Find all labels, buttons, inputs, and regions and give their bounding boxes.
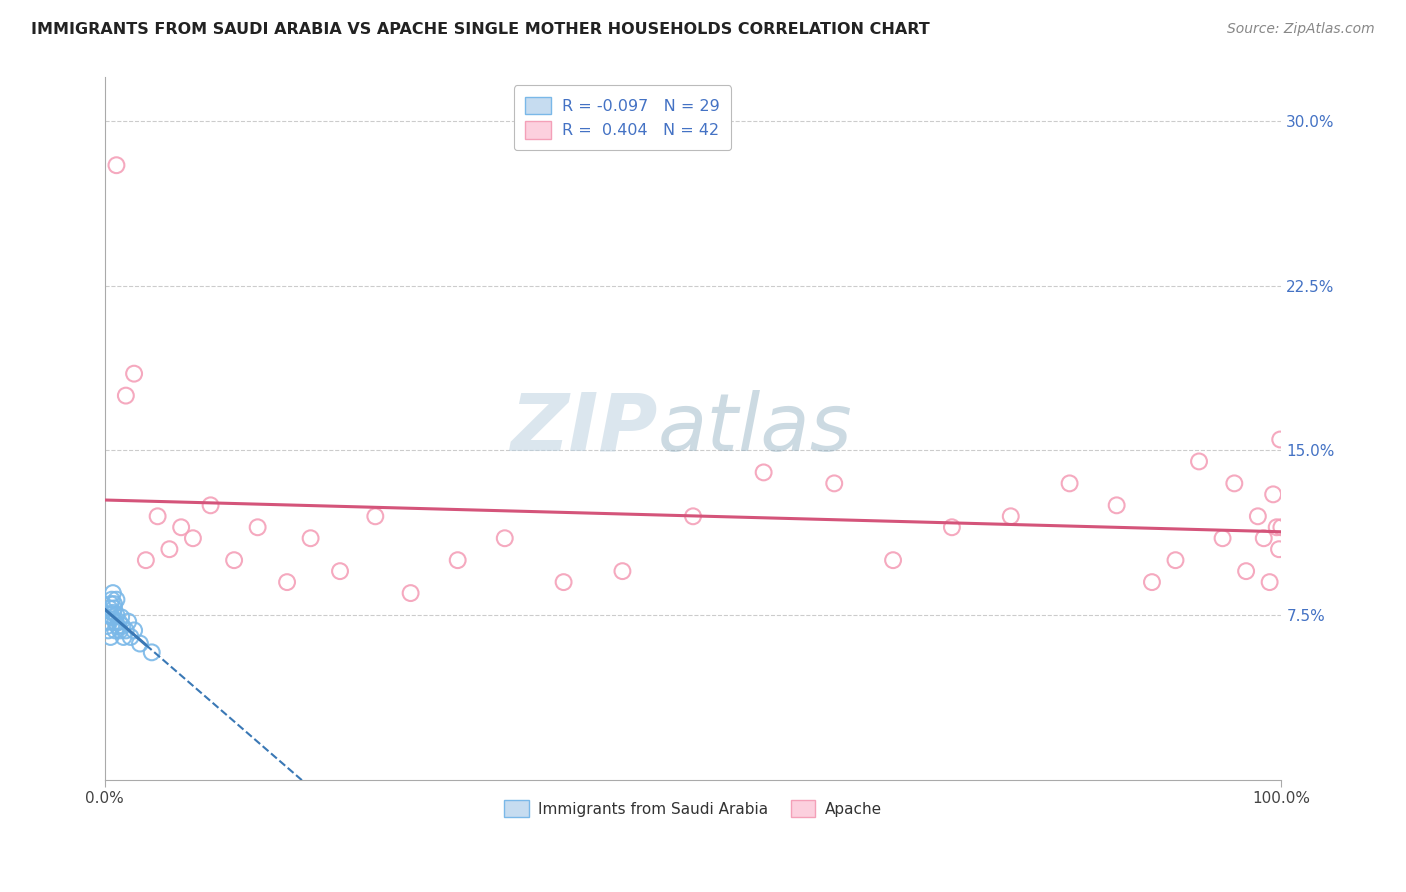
- Point: [553, 575, 575, 590]
- Point: [1188, 454, 1211, 468]
- Point: [107, 619, 129, 633]
- Point: [170, 520, 193, 534]
- Point: [1140, 575, 1163, 590]
- Text: Source: ZipAtlas.com: Source: ZipAtlas.com: [1227, 22, 1375, 37]
- Point: [100, 592, 122, 607]
- Point: [100, 610, 122, 624]
- Point: [494, 531, 516, 545]
- Point: [447, 553, 470, 567]
- Point: [104, 624, 127, 638]
- Point: [107, 615, 129, 629]
- Point: [100, 630, 122, 644]
- Text: IMMIGRANTS FROM SAUDI ARABIA VS APACHE SINGLE MOTHER HOUSEHOLDS CORRELATION CHAR: IMMIGRANTS FROM SAUDI ARABIA VS APACHE S…: [31, 22, 929, 37]
- Point: [329, 564, 352, 578]
- Point: [105, 158, 128, 172]
- Point: [112, 630, 135, 644]
- Point: [1000, 509, 1022, 524]
- Point: [101, 606, 124, 620]
- Point: [96, 619, 118, 633]
- Text: ZIP: ZIP: [510, 390, 658, 467]
- Point: [1265, 520, 1288, 534]
- Point: [122, 624, 145, 638]
- Point: [1105, 499, 1128, 513]
- Point: [120, 630, 142, 644]
- Point: [105, 608, 128, 623]
- Point: [399, 586, 422, 600]
- Text: atlas: atlas: [658, 390, 852, 467]
- Point: [98, 615, 121, 629]
- Point: [115, 389, 138, 403]
- Point: [117, 615, 139, 629]
- Point: [752, 466, 775, 480]
- Point: [100, 597, 122, 611]
- Point: [111, 619, 134, 633]
- Point: [157, 542, 180, 557]
- Point: [224, 553, 246, 567]
- Point: [103, 601, 125, 615]
- Point: [97, 624, 120, 638]
- Point: [1263, 487, 1285, 501]
- Point: [200, 499, 222, 513]
- Point: [110, 610, 132, 624]
- Point: [1268, 542, 1291, 557]
- Point: [299, 531, 322, 545]
- Point: [1258, 575, 1281, 590]
- Point: [1270, 433, 1292, 447]
- Point: [1247, 509, 1270, 524]
- Point: [104, 615, 127, 629]
- Point: [146, 509, 169, 524]
- Point: [1223, 476, 1246, 491]
- Point: [823, 476, 845, 491]
- Point: [1253, 531, 1275, 545]
- Point: [276, 575, 298, 590]
- Point: [246, 520, 269, 534]
- Point: [98, 601, 121, 615]
- Point: [612, 564, 634, 578]
- Point: [103, 597, 125, 611]
- Point: [105, 592, 128, 607]
- Point: [682, 509, 704, 524]
- Point: [115, 624, 138, 638]
- Point: [1059, 476, 1081, 491]
- Point: [141, 645, 163, 659]
- Point: [122, 367, 145, 381]
- Point: [364, 509, 387, 524]
- Point: [108, 624, 131, 638]
- Point: [1234, 564, 1257, 578]
- Point: [101, 586, 124, 600]
- Point: [1212, 531, 1234, 545]
- Point: [100, 608, 122, 623]
- Point: [941, 520, 963, 534]
- Point: [135, 553, 157, 567]
- Legend: Immigrants from Saudi Arabia, Apache: Immigrants from Saudi Arabia, Apache: [496, 793, 890, 824]
- Point: [1270, 520, 1292, 534]
- Point: [181, 531, 204, 545]
- Point: [882, 553, 904, 567]
- Point: [129, 636, 152, 650]
- Point: [1164, 553, 1187, 567]
